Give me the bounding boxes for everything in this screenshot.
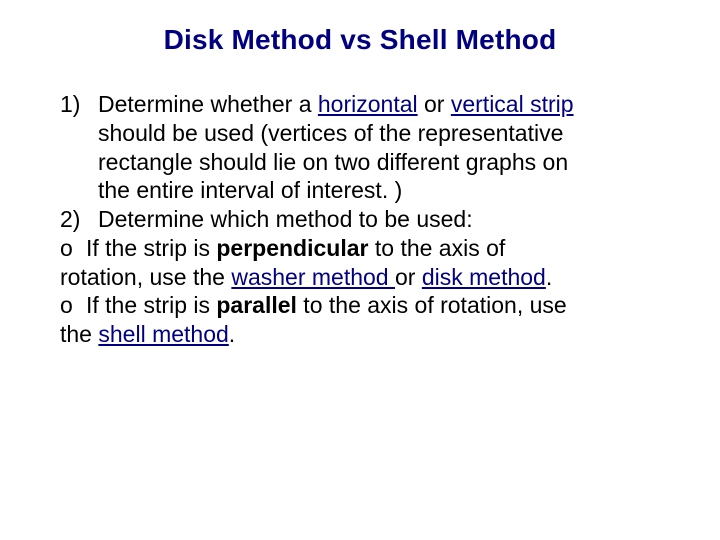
text-fragment: If the strip is xyxy=(86,235,216,261)
bullet-icon: o xyxy=(60,234,86,263)
item1-line1: Determine whether a horizontal or vertic… xyxy=(98,90,660,119)
text-fragment: rotation, use the xyxy=(60,264,231,290)
underline-vertical-strip: vertical strip xyxy=(451,91,574,117)
text-fragment: . xyxy=(229,321,235,347)
list-number-1: 1) xyxy=(60,90,98,205)
text-fragment: If the strip is xyxy=(86,292,216,318)
bold-parallel: parallel xyxy=(216,292,297,318)
text-fragment: . xyxy=(546,264,552,290)
slide-body: 1) Determine whether a horizontal or ver… xyxy=(60,90,660,349)
sub2-line1: oIf the strip is parallel to the axis of… xyxy=(60,291,660,320)
text-fragment: the xyxy=(60,321,98,347)
slide-title: Disk Method vs Shell Method xyxy=(60,24,660,56)
list-item-1: 1) Determine whether a horizontal or ver… xyxy=(60,90,660,205)
text-fragment: Determine whether a xyxy=(98,91,318,117)
list-text-2: Determine which method to be used: xyxy=(98,205,660,234)
sub2-line2: the shell method. xyxy=(60,320,660,349)
sub1-line2: rotation, use the washer method or disk … xyxy=(60,263,660,292)
list-number-2: 2) xyxy=(60,205,98,234)
list-text-1: Determine whether a horizontal or vertic… xyxy=(98,90,660,205)
sub-item-1: oIf the strip is perpendicular to the ax… xyxy=(60,234,660,292)
item1-line2: should be used (vertices of the represen… xyxy=(98,119,660,148)
text-fragment: or xyxy=(418,91,451,117)
item1-line4: the entire interval of interest. ) xyxy=(98,176,660,205)
underline-horizontal: horizontal xyxy=(318,91,418,117)
slide: Disk Method vs Shell Method 1) Determine… xyxy=(0,0,720,540)
list-item-2: 2) Determine which method to be used: xyxy=(60,205,660,234)
underline-disk-method: disk method xyxy=(422,264,546,290)
text-fragment: to the axis of rotation, use xyxy=(297,292,567,318)
text-fragment: to the axis of xyxy=(368,235,505,261)
sub-item-2: oIf the strip is parallel to the axis of… xyxy=(60,291,660,349)
text-fragment: or xyxy=(395,264,422,290)
bullet-icon: o xyxy=(60,291,86,320)
underline-washer-method: washer method xyxy=(231,264,395,290)
sub1-line1: oIf the strip is perpendicular to the ax… xyxy=(60,234,660,263)
bold-perpendicular: perpendicular xyxy=(216,235,368,261)
underline-shell-method: shell method xyxy=(98,321,228,347)
item1-line3: rectangle should lie on two different gr… xyxy=(98,148,660,177)
